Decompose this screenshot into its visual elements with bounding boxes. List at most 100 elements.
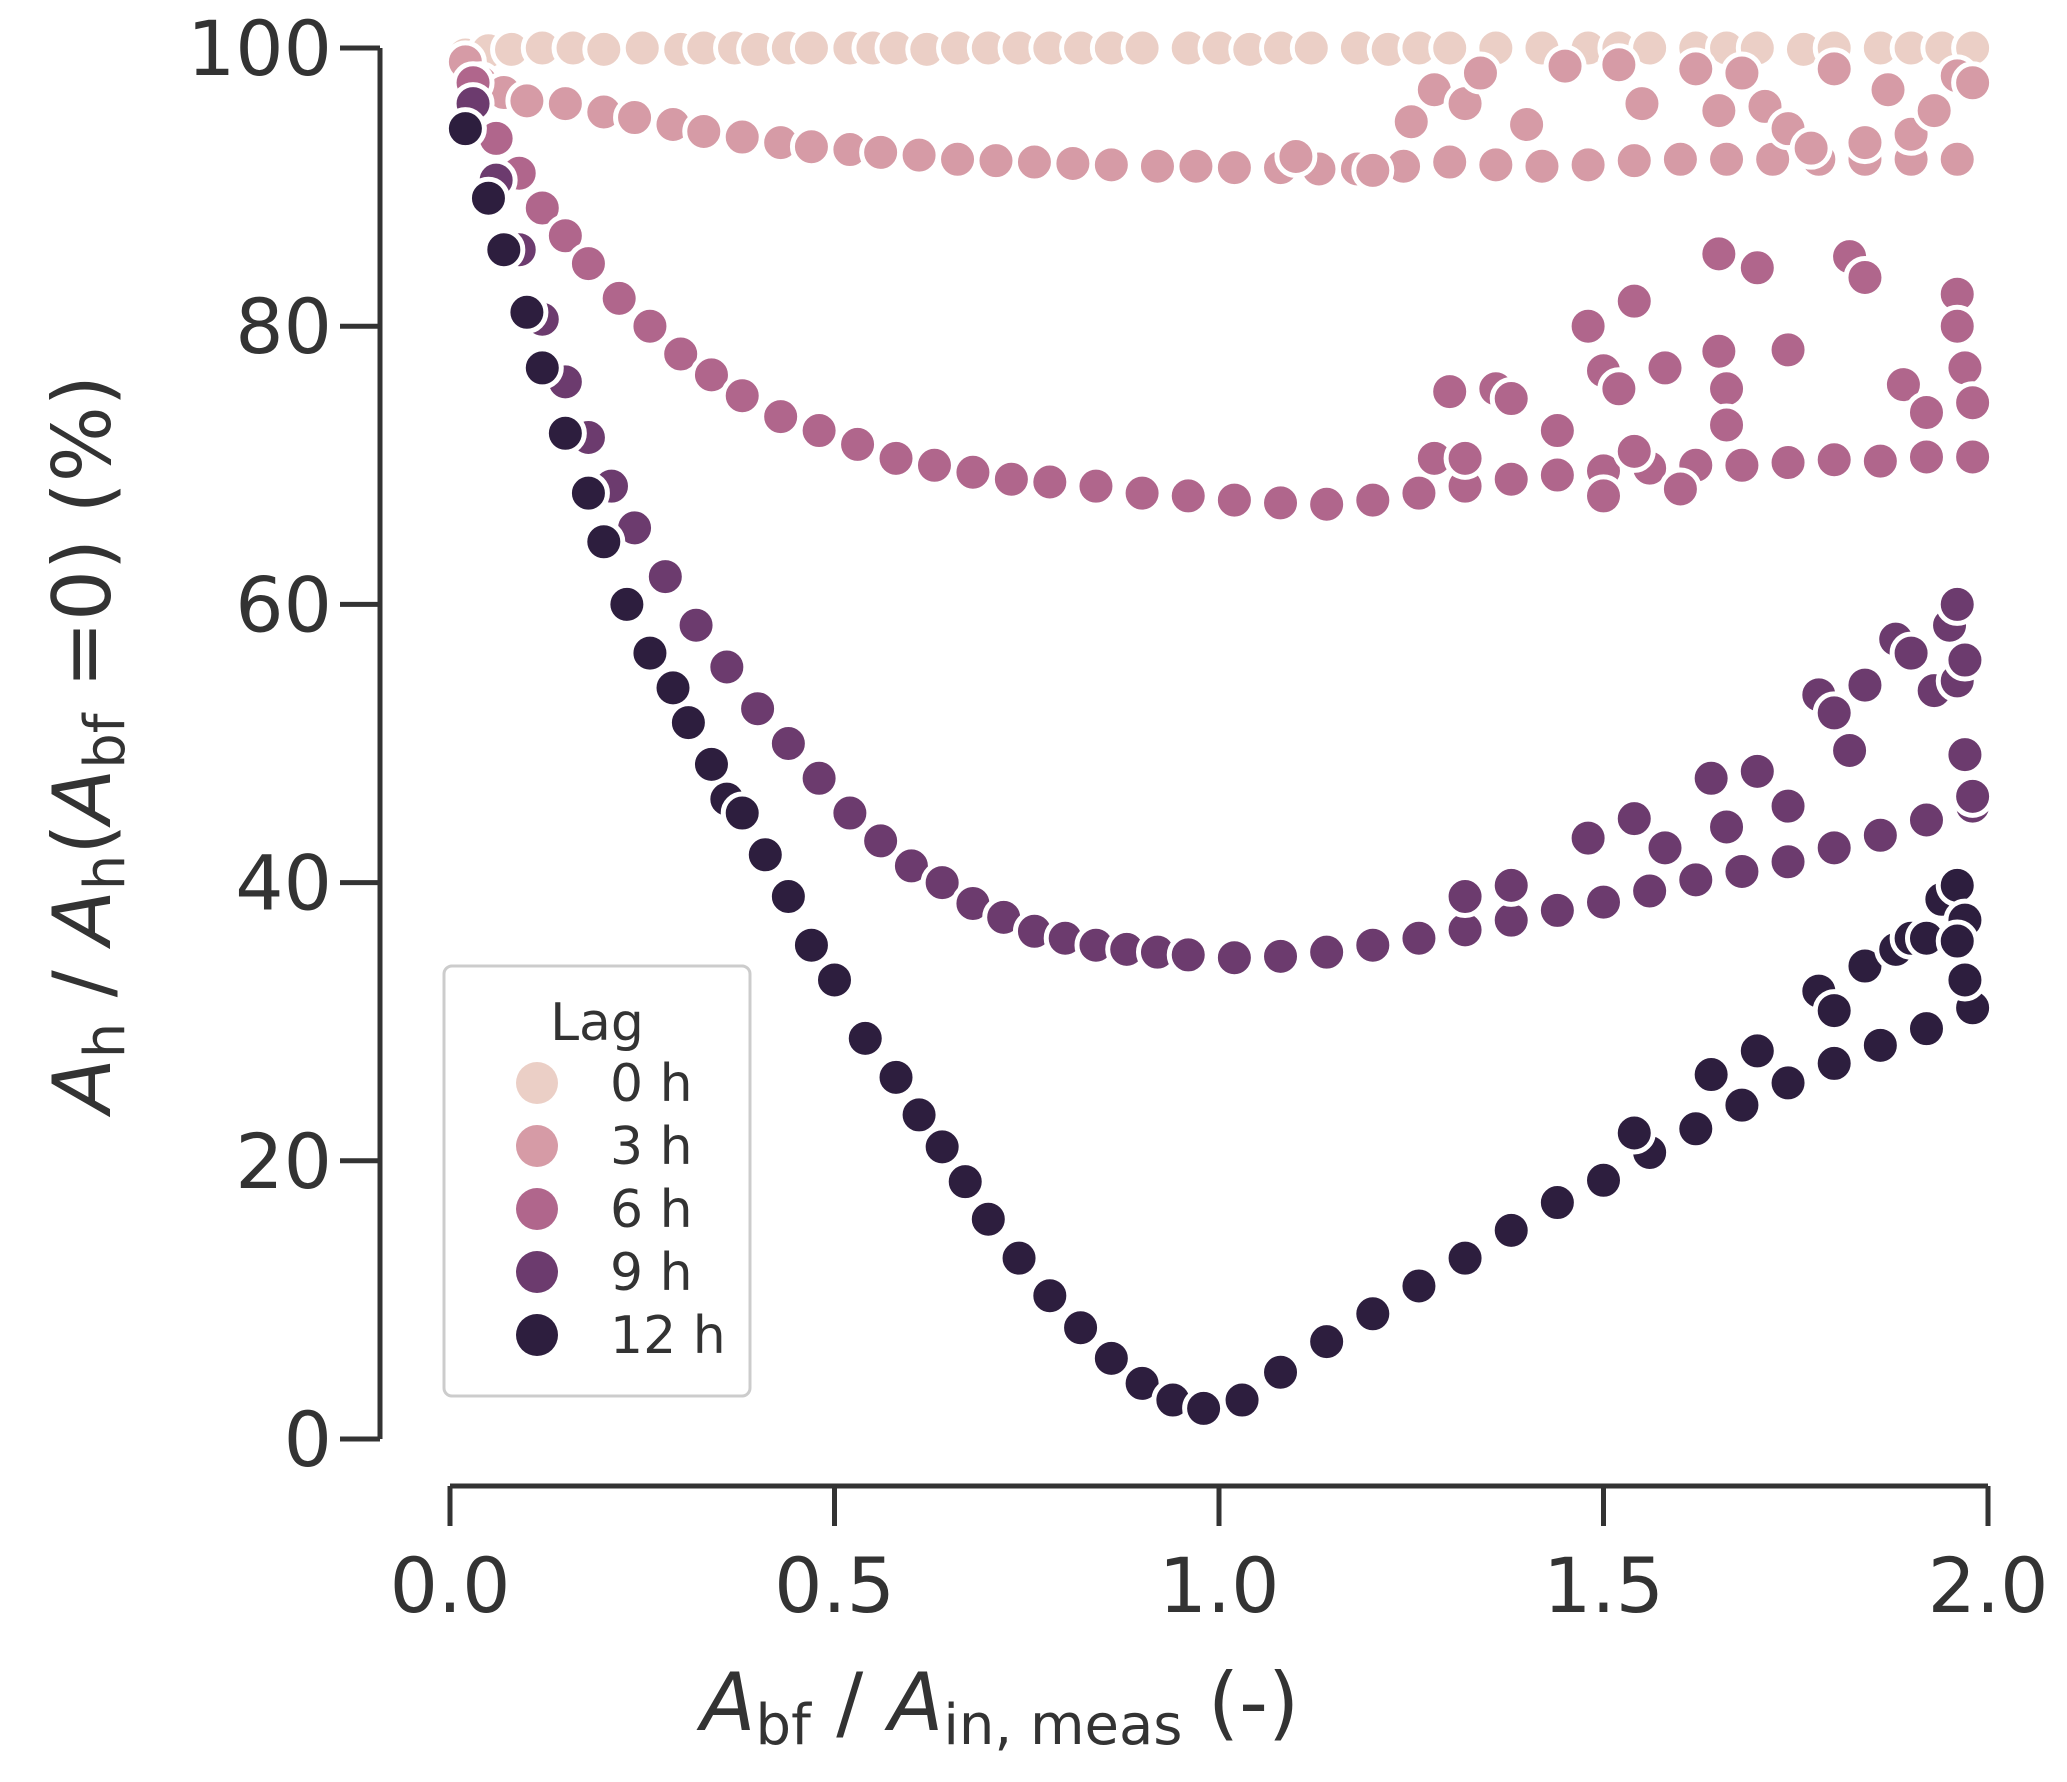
data-point — [1828, 728, 1872, 772]
data-point — [1305, 930, 1349, 974]
y-tick-label: 100 — [187, 4, 332, 93]
data-point — [674, 603, 718, 647]
data-point — [1305, 1320, 1349, 1364]
legend-marker — [516, 1251, 558, 1293]
data-point — [859, 819, 903, 863]
data-point — [1951, 381, 1995, 425]
data-point — [1904, 798, 1948, 842]
data-point — [1012, 140, 1056, 184]
data-point — [943, 1160, 987, 1204]
data-point — [505, 79, 549, 123]
data-point — [443, 107, 487, 151]
data-point — [720, 791, 764, 835]
data-point — [828, 791, 872, 835]
data-point — [1943, 958, 1987, 1002]
data-point — [736, 687, 780, 731]
data-point — [1351, 478, 1395, 522]
data-point — [1951, 61, 1995, 105]
data-point — [1943, 346, 1987, 390]
data-point — [789, 125, 833, 169]
data-point — [1089, 143, 1133, 187]
data-point — [1674, 1107, 1718, 1151]
data-point — [1259, 934, 1303, 978]
data-point — [1582, 474, 1625, 518]
data-point — [1951, 435, 1995, 479]
data-point — [1628, 869, 1672, 913]
data-point — [1182, 1386, 1226, 1430]
data-point — [1535, 409, 1579, 453]
data-point — [1489, 377, 1533, 421]
data-points — [443, 26, 1995, 1430]
data-point — [482, 228, 526, 272]
data-point — [1643, 826, 1687, 870]
data-point — [1051, 141, 1095, 185]
data-point — [813, 958, 856, 1002]
data-point — [1643, 346, 1687, 390]
y-tick-label: 0 — [284, 1395, 332, 1484]
data-point — [1166, 474, 1210, 518]
data-point — [989, 457, 1033, 501]
data-point — [1259, 1350, 1303, 1394]
data-point — [1135, 144, 1179, 188]
data-point — [651, 666, 695, 710]
data-point — [759, 395, 803, 439]
data-point — [566, 471, 610, 515]
data-point — [920, 861, 964, 905]
data-point — [1858, 813, 1902, 857]
data-point — [1582, 1158, 1625, 1202]
legend-label: 9 h — [610, 1243, 693, 1303]
data-point — [1397, 471, 1441, 515]
data-point — [1881, 363, 1925, 407]
data-point — [643, 555, 687, 599]
data-point — [1566, 143, 1610, 187]
data-point — [1697, 89, 1741, 133]
data-point — [1520, 144, 1564, 188]
data-point — [1443, 436, 1487, 480]
data-point — [1620, 82, 1664, 126]
data-point — [1389, 100, 1433, 144]
data-point — [936, 137, 980, 181]
data-point — [1720, 849, 1764, 893]
data-point — [1866, 68, 1910, 112]
legend-marker — [516, 1188, 558, 1230]
data-point — [689, 742, 733, 786]
data-point — [874, 1055, 918, 1099]
y-tick-label: 20 — [235, 1117, 332, 1206]
data-point — [1566, 304, 1610, 348]
y-axis-label: Ah / Ah(Abf =0) (%) — [36, 375, 138, 1118]
data-point — [1289, 26, 1333, 70]
data-point — [720, 115, 764, 159]
x-tick-label: 1.0 — [1159, 1541, 1280, 1630]
data-point — [1220, 1378, 1264, 1422]
data-point — [1705, 805, 1749, 849]
data-point — [789, 26, 833, 70]
data-point — [1028, 460, 1072, 504]
data-point — [1543, 44, 1587, 88]
data-point — [1212, 146, 1256, 190]
data-point — [1658, 467, 1702, 511]
data-point — [874, 436, 918, 480]
data-point — [1935, 137, 1979, 181]
data-point — [1735, 246, 1779, 290]
data-point — [1812, 1041, 1856, 1085]
data-point — [1720, 51, 1764, 95]
data-point — [1028, 1274, 1072, 1318]
data-point — [1259, 481, 1303, 525]
data-point — [1351, 148, 1395, 192]
x-axis-label: Abf / Ain, meas (-) — [696, 1656, 1299, 1758]
data-point — [1074, 464, 1118, 508]
data-point — [682, 109, 726, 153]
data-point — [797, 756, 841, 800]
data-point — [1858, 1023, 1902, 1067]
data-point — [1458, 51, 1502, 95]
data-point — [766, 722, 810, 765]
data-point — [1904, 390, 1948, 434]
legend: Lag 0 h3 h6 h9 h12 h — [442, 964, 752, 1398]
data-point — [1735, 749, 1779, 793]
data-point — [1720, 443, 1764, 487]
data-point — [1582, 880, 1625, 924]
data-point — [1428, 26, 1472, 70]
data-point — [1812, 438, 1856, 482]
data-point — [1705, 403, 1749, 447]
